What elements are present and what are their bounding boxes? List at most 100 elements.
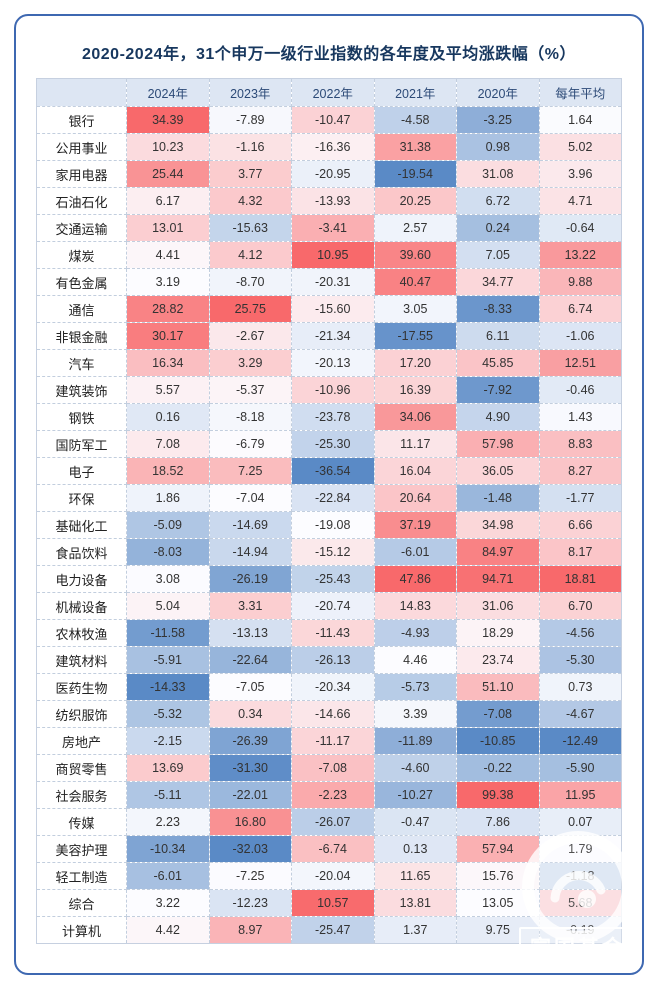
value-cell: 1.43 — [538, 403, 622, 431]
row-label: 医药生物 — [36, 673, 127, 701]
value-cell: -16.36 — [291, 133, 375, 161]
value-cell: -6.79 — [208, 430, 292, 458]
value-cell: -3.25 — [456, 106, 540, 134]
row-label: 机械设备 — [36, 592, 127, 620]
value-cell: 18.29 — [456, 619, 540, 647]
row-label: 房地产 — [36, 727, 127, 755]
table-row: 美容护理 -10.34 -32.03 -6.74 0.13 57.94 1.79 — [36, 835, 622, 863]
row-label: 环保 — [36, 484, 127, 512]
table-row: 医药生物 -14.33 -7.05 -20.34 -5.73 51.10 0.73 — [36, 673, 622, 701]
value-cell: -1.06 — [538, 322, 622, 350]
table-row: 综合 3.22 -12.23 10.57 13.81 13.05 5.68 — [36, 889, 622, 917]
value-cell: -25.30 — [291, 430, 375, 458]
column-header: 2021年 — [373, 78, 457, 107]
value-cell: 1.37 — [373, 916, 457, 944]
value-cell: -10.27 — [373, 781, 457, 809]
value-cell: -20.95 — [291, 160, 375, 188]
row-label: 汽车 — [36, 349, 127, 377]
corner-cell — [36, 78, 127, 107]
value-cell: -13.13 — [208, 619, 292, 647]
value-cell: -21.34 — [291, 322, 375, 350]
row-label: 轻工制造 — [36, 862, 127, 890]
column-header: 每年平均 — [538, 78, 622, 107]
value-cell: 4.71 — [538, 187, 622, 215]
column-header: 2024年 — [126, 78, 210, 107]
value-cell: -4.93 — [373, 619, 457, 647]
value-cell: 6.11 — [456, 322, 540, 350]
value-cell: 11.95 — [538, 781, 622, 809]
value-cell: -31.30 — [208, 754, 292, 782]
table-row: 环保 1.86 -7.04 -22.84 20.64 -1.48 -1.77 — [36, 484, 622, 512]
value-cell: -7.08 — [456, 700, 540, 728]
value-cell: 3.19 — [126, 268, 210, 296]
value-cell: 13.05 — [456, 889, 540, 917]
value-cell: 16.39 — [373, 376, 457, 404]
value-cell: 6.66 — [538, 511, 622, 539]
value-cell: 6.74 — [538, 295, 622, 323]
table-row: 电子 18.52 7.25 -36.54 16.04 36.05 8.27 — [36, 457, 622, 485]
value-cell: 13.01 — [126, 214, 210, 242]
table-row: 银行 34.39 -7.89 -10.47 -4.58 -3.25 1.64 — [36, 106, 622, 134]
value-cell: -15.60 — [291, 295, 375, 323]
row-label: 传媒 — [36, 808, 127, 836]
table-row: 国防军工 7.08 -6.79 -25.30 11.17 57.98 8.83 — [36, 430, 622, 458]
value-cell: 9.88 — [538, 268, 622, 296]
value-cell: -15.63 — [208, 214, 292, 242]
row-label: 钢铁 — [36, 403, 127, 431]
value-cell: 0.16 — [126, 403, 210, 431]
value-cell: 94.71 — [456, 565, 540, 593]
value-cell: -32.03 — [208, 835, 292, 863]
value-cell: -22.01 — [208, 781, 292, 809]
value-cell: -10.96 — [291, 376, 375, 404]
value-cell: -8.33 — [456, 295, 540, 323]
value-cell: -20.34 — [291, 673, 375, 701]
row-label: 交通运输 — [36, 214, 127, 242]
value-cell: 0.07 — [538, 808, 622, 836]
table-row: 电力设备 3.08 -26.19 -25.43 47.86 94.71 18.81 — [36, 565, 622, 593]
table-row: 机械设备 5.04 3.31 -20.74 14.83 31.06 6.70 — [36, 592, 622, 620]
value-cell: 3.39 — [373, 700, 457, 728]
value-cell: -0.22 — [456, 754, 540, 782]
value-cell: 12.51 — [538, 349, 622, 377]
row-label: 美容护理 — [36, 835, 127, 863]
value-cell: 23.74 — [456, 646, 540, 674]
value-cell: 7.08 — [126, 430, 210, 458]
value-cell: -23.78 — [291, 403, 375, 431]
value-cell: 25.75 — [208, 295, 292, 323]
value-cell: 15.76 — [456, 862, 540, 890]
value-cell: 20.25 — [373, 187, 457, 215]
value-cell: 13.81 — [373, 889, 457, 917]
value-cell: 8.27 — [538, 457, 622, 485]
table-row: 石油石化 6.17 4.32 -13.93 20.25 6.72 4.71 — [36, 187, 622, 215]
value-cell: -0.46 — [538, 376, 622, 404]
row-label: 建筑装饰 — [36, 376, 127, 404]
value-cell: -5.30 — [538, 646, 622, 674]
value-cell: -2.15 — [126, 727, 210, 755]
value-cell: 0.73 — [538, 673, 622, 701]
value-cell: 2.23 — [126, 808, 210, 836]
value-cell: -19.08 — [291, 511, 375, 539]
row-label: 电力设备 — [36, 565, 127, 593]
value-cell: 16.04 — [373, 457, 457, 485]
row-label: 农林牧渔 — [36, 619, 127, 647]
value-cell: 36.05 — [456, 457, 540, 485]
table-row: 钢铁 0.16 -8.18 -23.78 34.06 4.90 1.43 — [36, 403, 622, 431]
value-cell: 7.05 — [456, 241, 540, 269]
value-cell: -11.17 — [291, 727, 375, 755]
table-row: 基础化工 -5.09 -14.69 -19.08 37.19 34.98 6.66 — [36, 511, 622, 539]
value-cell: 4.41 — [126, 241, 210, 269]
table-row: 计算机 4.42 8.97 -25.47 1.37 9.75 -0.19 — [36, 916, 622, 944]
value-cell: -11.43 — [291, 619, 375, 647]
value-cell: 16.80 — [208, 808, 292, 836]
value-cell: 1.64 — [538, 106, 622, 134]
value-cell: 5.68 — [538, 889, 622, 917]
table-row: 轻工制造 -6.01 -7.25 -20.04 11.65 15.76 -1.18 — [36, 862, 622, 890]
table-row: 食品饮料 -8.03 -14.94 -15.12 -6.01 84.97 8.17 — [36, 538, 622, 566]
row-label: 通信 — [36, 295, 127, 323]
value-cell: 9.75 — [456, 916, 540, 944]
table-row: 建筑材料 -5.91 -22.64 -26.13 4.46 23.74 -5.30 — [36, 646, 622, 674]
value-cell: 99.38 — [456, 781, 540, 809]
value-cell: 13.69 — [126, 754, 210, 782]
table-row: 社会服务 -5.11 -22.01 -2.23 -10.27 99.38 11.95 — [36, 781, 622, 809]
value-cell: 3.31 — [208, 592, 292, 620]
